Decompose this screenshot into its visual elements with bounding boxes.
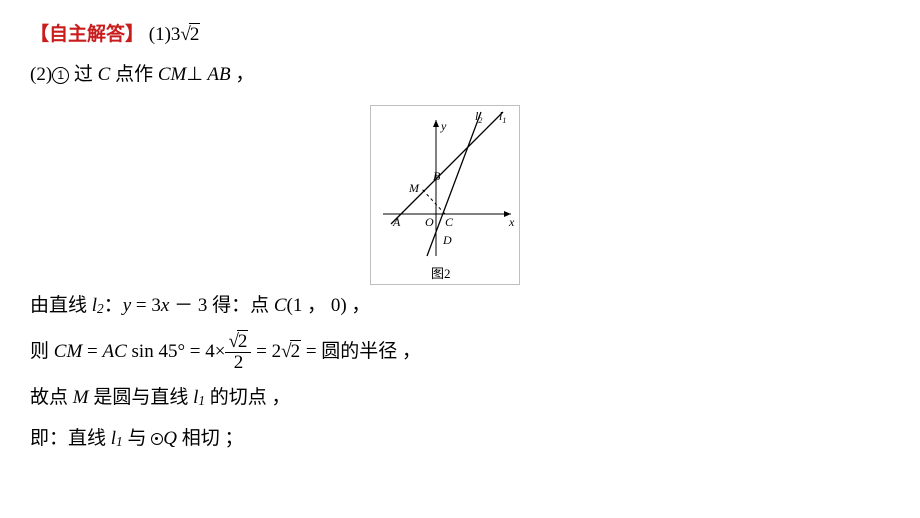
- lbl-y: y: [440, 119, 447, 133]
- t5c: 的切点 ，: [205, 387, 291, 408]
- sym-CM: CM: [158, 64, 187, 85]
- answer-line-6: 即：直线 l1 与 Q 相切 ；: [30, 424, 890, 454]
- lbl-D: D: [442, 233, 452, 247]
- t4e: = 圆的半径 ，: [301, 341, 421, 362]
- part2-prefix: (2): [30, 64, 52, 85]
- answer-line-4: 则 CM = AC sin 45° = 4×√22 = 2√2 = 圆的半径 ，: [30, 331, 890, 373]
- svg-text:l2: l2: [475, 109, 482, 125]
- sym-C: C: [98, 64, 111, 85]
- sqrt-1: √2: [180, 20, 200, 50]
- t3c: = 3: [131, 295, 161, 316]
- fraction-1: √22: [225, 332, 251, 373]
- sqrt-2: √2: [281, 331, 301, 373]
- figure-svg: y x A O C B M D l1 l2 图2: [371, 106, 521, 286]
- sym-AC: AC: [102, 341, 126, 362]
- t5a: 故点: [30, 387, 73, 408]
- t3a: 由直线: [30, 295, 92, 316]
- sym-Q: Q: [163, 428, 177, 449]
- lbl-A: A: [392, 215, 401, 229]
- section-label: 【自主解答】: [30, 24, 144, 45]
- figure-2: y x A O C B M D l1 l2 图2: [370, 105, 520, 285]
- t2c: ，: [231, 64, 255, 85]
- figure-caption: 图2: [431, 266, 451, 281]
- t4b: =: [82, 341, 102, 362]
- sym-l2: l2: [92, 295, 104, 316]
- t4a: 则: [30, 341, 54, 362]
- part1-text: (1)3: [149, 24, 181, 45]
- sym-C2: C: [274, 295, 287, 316]
- sym-y: y: [123, 295, 131, 316]
- perp-sym: ⊥: [186, 64, 203, 85]
- t4c: sin 45° = 4×: [127, 341, 226, 362]
- sym-M: M: [73, 387, 89, 408]
- sym-l1: l1: [193, 387, 205, 408]
- t4d: = 2: [251, 341, 281, 362]
- lbl-B: B: [433, 169, 441, 183]
- answer-line-3: 由直线 l2：y = 3x － 3 得：点 C(1 ， 0) ，: [30, 291, 890, 321]
- lbl-C: C: [445, 215, 454, 229]
- answer-line-1: 【自主解答】 (1)3√2: [30, 20, 890, 50]
- t6c: 相切 ；: [177, 428, 244, 449]
- t3e: (1 ， 0) ，: [287, 295, 371, 316]
- lbl-M: M: [408, 181, 420, 195]
- circled-1: 1: [52, 67, 69, 84]
- t2b: 点作: [110, 64, 158, 85]
- svg-text:l1: l1: [499, 109, 506, 125]
- answer-line-5: 故点 M 是圆与直线 l1 的切点 ，: [30, 383, 890, 413]
- sym-AB: AB: [203, 64, 231, 85]
- sym-CM2: CM: [54, 341, 83, 362]
- circle-dot-icon: [151, 433, 163, 445]
- t3d: － 3 得：点: [169, 295, 274, 316]
- sym-l1b: l1: [111, 428, 123, 449]
- t5b: 是圆与直线: [89, 387, 194, 408]
- t3b: ：: [104, 295, 123, 316]
- t6a: 即：直线: [30, 428, 111, 449]
- t2a: 过: [69, 64, 98, 85]
- answer-line-2: (2)1 过 C 点作 CM⊥ AB ，: [30, 60, 890, 90]
- lbl-x: x: [508, 215, 515, 229]
- t6b: 与: [123, 428, 152, 449]
- lbl-O: O: [425, 215, 434, 229]
